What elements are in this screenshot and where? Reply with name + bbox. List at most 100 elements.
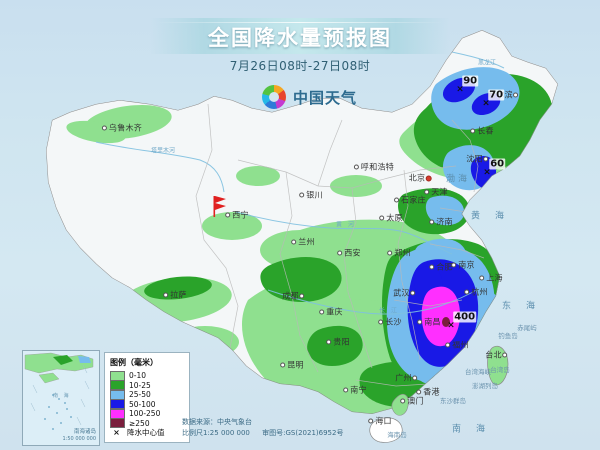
city-marker-icon [379,215,385,221]
source-footer: 数据来源：中央气象台 比例尺1:25 000 000 审图号:GS(2021)6… [182,417,353,439]
city-marker-icon [451,262,457,268]
legend-swatch [110,408,125,419]
island-label-台湾岛: 台湾岛 [490,366,510,374]
city-marker-icon [101,125,107,131]
city-label-长春: 长春 [470,126,494,137]
city-name: 兰州 [298,237,315,247]
precip-center-value: 70 [488,89,505,101]
city-marker-icon [291,239,297,245]
city-marker-icon [424,189,430,195]
city-name: 武汉 [393,288,410,298]
island-label-海南岛: 海南岛 [387,431,407,439]
city-label-济南: 济南 [429,217,453,228]
city-name: 南宁 [350,385,367,395]
city-name: 乌鲁木齐 [108,123,143,133]
inset-map: 南 海 [23,351,99,445]
river-label-长江: 长 江 [378,307,398,315]
city-name: 海口 [375,416,392,426]
river-label-塔里木河: 塔里木河 [150,147,176,155]
city-name: 上海 [486,273,503,283]
legend-item-label: 10-25 [129,380,151,390]
sea-label-南海: 南 海 [451,424,489,435]
city-name: 香港 [423,387,440,397]
legend-item-label: 100-250 [129,409,161,419]
page-title: 全国降水量预报图 [208,26,392,50]
city-label-杭州: 杭州 [464,287,488,298]
city-name: 南昌 [424,317,441,327]
city-marker-icon [429,264,435,270]
city-marker-icon [394,197,400,203]
city-label-石家庄: 石家庄 [394,195,426,206]
city-label-合肥: 合肥 [429,262,453,273]
map-scale: 比例尺1:25 000 000 [182,429,250,437]
city-name: 拉萨 [170,290,187,300]
island-label-赤尾屿: 赤尾屿 [517,324,537,332]
city-name: 郑州 [394,248,411,258]
legend-item-label: 0-10 [129,371,147,381]
city-label-福州: 福州 [445,340,469,351]
city-marker-icon [482,156,488,162]
precip-center-marker: × 400 [447,311,477,331]
city-name: 合肥 [436,262,453,272]
city-label-昆明: 昆明 [280,360,304,371]
city-label-澳门: 澳门 [400,396,424,407]
title-band [150,18,450,54]
precip-center-icon: × [113,428,120,438]
city-name: 银川 [306,190,323,200]
island-label-台湾海峡: 台湾海峡 [465,368,491,376]
island-label-钓鱼岛: 钓鱼岛 [498,332,518,340]
city-label-呼和浩特: 呼和浩特 [353,162,395,173]
city-name: 西安 [344,248,361,258]
brand-label: 中国天气 [293,88,358,107]
city-marker-icon [429,219,435,225]
city-name: 台北 [485,350,502,360]
map-flag-marker [213,196,226,217]
precip-center-marker: × 60 [483,158,506,178]
city-label-海口: 海口 [368,416,392,427]
precip-center-x-icon: × [456,84,464,95]
city-label-西宁: 西宁 [225,210,249,221]
city-label-太原: 太原 [379,213,403,224]
legend-item: 100-250 [110,408,184,419]
city-name: 福州 [452,340,469,350]
city-marker-icon [387,250,393,256]
city-label-郑州: 郑州 [387,248,411,259]
south-china-sea-inset: 南 海 南海诸岛 1:50 000 000 [22,350,100,446]
legend-title: 图例（毫米） [110,358,158,367]
city-name: 呼和浩特 [360,162,395,172]
legend-item: 0-10 [110,370,184,381]
city-marker-icon [299,192,305,198]
legend-swatch [110,380,125,391]
inset-title: 南海诸岛 [73,429,96,435]
precip-center-x-icon: × [483,167,491,178]
legend-swatch [110,389,125,400]
city-label-乌鲁木齐: 乌鲁木齐 [101,123,143,134]
city-label-拉萨: 拉萨 [163,290,187,301]
city-marker-icon [298,293,304,299]
legend-item: ≥250 [110,418,184,429]
city-name: 重庆 [326,307,343,317]
city-marker-icon [425,175,432,181]
city-marker-icon [501,352,507,358]
city-name: 沈阳 [466,154,483,164]
city-marker-icon [417,319,423,325]
island-label-东沙群岛: 东沙群岛 [440,397,466,405]
legend-item-label: 25-50 [129,390,151,400]
inset-scale: 1:50 000 000 [62,436,97,442]
city-label-南昌: 南昌 [417,317,441,328]
legend-swatch [110,399,125,410]
data-source: 数据来源：中央气象台 [182,418,252,426]
svg-text:南 海: 南 海 [53,392,71,399]
legend-item: 25-50 [110,389,184,400]
city-label-长沙: 长沙 [378,317,402,328]
city-name: 石家庄 [401,195,426,205]
city-marker-icon [337,250,343,256]
city-name: 长沙 [385,317,402,327]
city-marker-icon [464,289,470,295]
precip-center-value: 60 [489,158,506,170]
precip-center-marker: × 90 [456,75,479,95]
city-marker-icon [343,387,349,393]
sea-label-东海: 东 海 [501,301,539,312]
city-marker-icon [445,342,451,348]
